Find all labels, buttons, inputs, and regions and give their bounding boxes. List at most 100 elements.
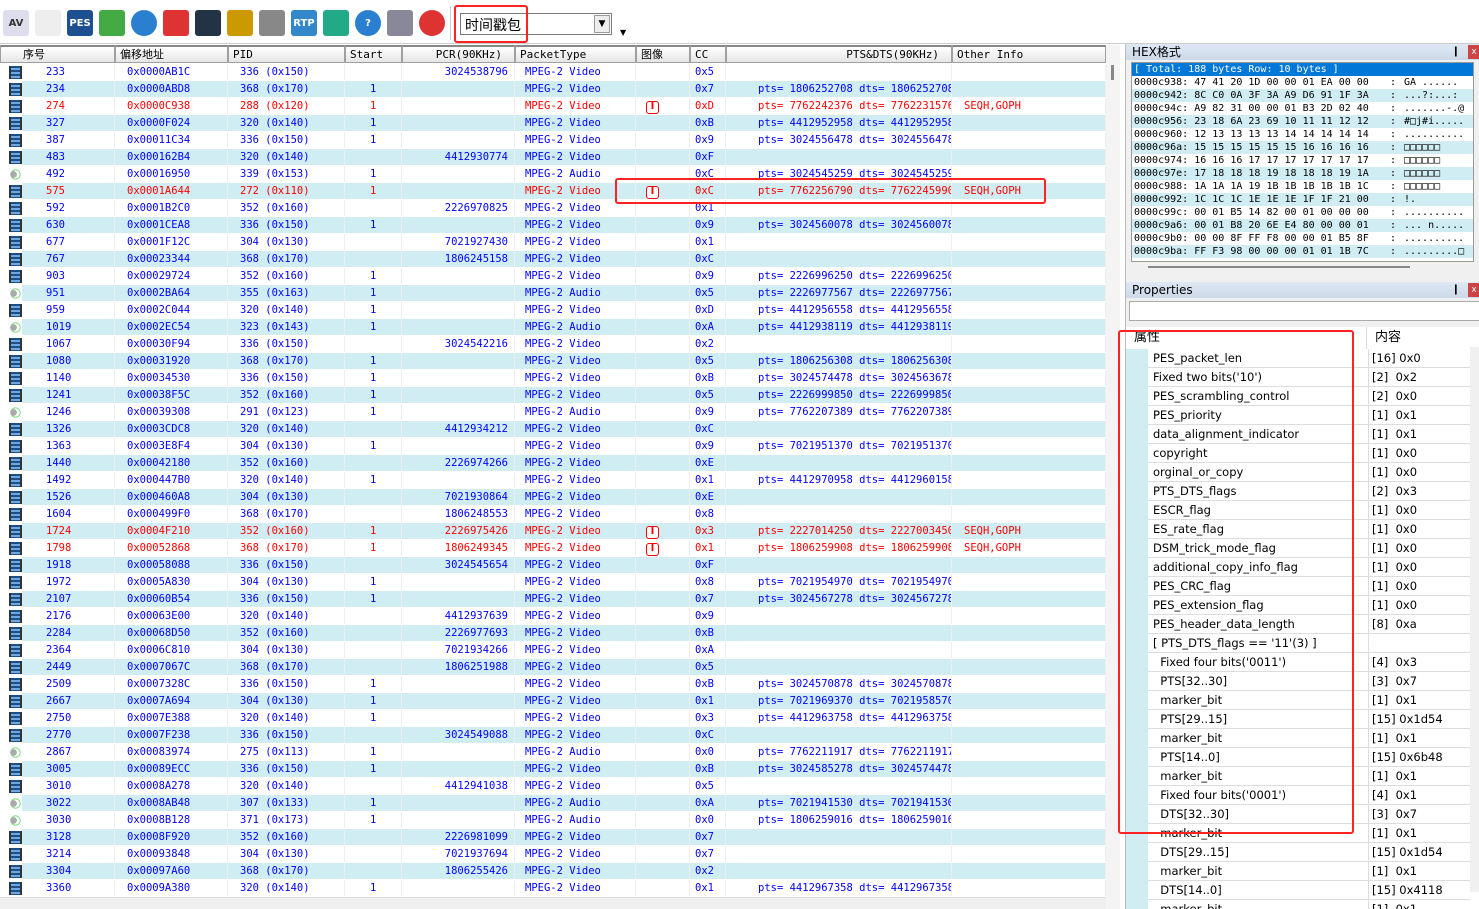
property-row[interactable]: ESCR_flag [1] 0x0 — [1126, 501, 1470, 520]
property-row[interactable]: PES_packet_len [16] 0x0 — [1126, 349, 1470, 368]
table-row[interactable]: 1326 0x0003CDC8 320 (0x140) 4412934212 MPEG-… — [0, 421, 1106, 438]
table-row[interactable]: 2509 0x0007328C 336 (0x150) 1 MPEG-2 Video 0x… — [0, 676, 1106, 693]
table-row[interactable]: 2176 0x00063E00 320 (0x140) 4412937639 MPEG-… — [0, 608, 1106, 625]
property-row[interactable]: DTS[14..0] [15] 0x4118 — [1126, 881, 1470, 900]
property-row[interactable]: copyright [1] 0x0 — [1126, 444, 1470, 463]
table-row[interactable]: 959 0x0002C044 320 (0x140) 1 MPEG-2 Video 0xD… — [0, 302, 1106, 319]
property-row[interactable]: PTS[14..0] [15] 0x6b48 — [1126, 748, 1470, 767]
property-row[interactable]: DTS[32..30] [3] 0x7 — [1126, 805, 1470, 824]
table-row[interactable]: 1241 0x00038F5C 352 (0x160) 1 MPEG-2 Video 0x… — [0, 387, 1106, 404]
property-row[interactable]: Fixed four bits('0001') [4] 0x1 — [1126, 786, 1470, 805]
close-icon[interactable]: x — [1468, 45, 1479, 59]
hex-horizontal-scrollbar[interactable] — [1148, 266, 1410, 268]
help-icon[interactable]: ? — [355, 10, 381, 36]
close-icon[interactable]: x — [1468, 283, 1479, 297]
property-row[interactable]: PES_CRC_flag [1] 0x0 — [1126, 577, 1470, 596]
table-row[interactable]: 1604 0x000499F0 368 (0x170) 1806248553 MPEG-… — [0, 506, 1106, 523]
table-row[interactable]: 274 0x0000C938 288 (0x120) 1 MPEG-2 Video 0xD… — [0, 98, 1106, 115]
property-row[interactable]: marker_bit [1] 0x1 — [1126, 824, 1470, 843]
table-row[interactable]: 1080 0x00031920 368 (0x170) 1 MPEG-2 Video 0x… — [0, 353, 1106, 370]
table-row[interactable]: 1492 0x000447B0 320 (0x140) 1 MPEG-2 Video 0x… — [0, 472, 1106, 489]
table-vertical-scrollbar[interactable] — [1106, 45, 1120, 909]
property-row[interactable]: marker_bit [1] 0x1 — [1126, 729, 1470, 748]
table-row[interactable]: 3010 0x0008A278 320 (0x140) 4412941038 MPEG-… — [0, 778, 1106, 795]
table-row[interactable]: 592 0x0001B2C0 352 (0x160) 2226970825 MPEG-2… — [0, 200, 1106, 217]
property-row[interactable]: orginal_or_copy [1] 0x0 — [1126, 463, 1470, 482]
calculator-icon[interactable] — [387, 10, 413, 36]
waveform-monitor-icon[interactable] — [195, 10, 221, 36]
property-row[interactable]: PES_extension_flag [1] 0x0 — [1126, 596, 1470, 615]
warning-icon[interactable] — [227, 10, 253, 36]
column-header[interactable]: 序号 — [0, 45, 115, 63]
table-row[interactable]: 3214 0x00093848 304 (0x130) 7021937694 MPEG-… — [0, 846, 1106, 863]
table-row[interactable]: 1067 0x00030F94 336 (0x150) 3024542216 MPEG-… — [0, 336, 1106, 353]
table-row[interactable]: 2750 0x0007E388 320 (0x140) 1 MPEG-2 Video 0x… — [0, 710, 1106, 727]
table-row[interactable]: 2284 0x00068D50 352 (0x160) 2226977693 MPEG-… — [0, 625, 1106, 642]
hex-row[interactable]: 0000c9ba: FF F3 98 00 00 00 01 01 1B 7C:… — [1132, 245, 1473, 258]
property-row[interactable]: PES_header_data_length [8] 0xa — [1126, 615, 1470, 634]
property-row[interactable]: [ PTS_DTS_flags == '11'(3) ] — [1126, 634, 1470, 653]
pin-icon[interactable]: ❙ — [1451, 46, 1460, 57]
column-header[interactable]: Other Info — [952, 45, 1106, 63]
hex-row[interactable]: 0000c938: 47 41 20 1D 00 00 01 EA 00 00:… — [1132, 76, 1473, 89]
hex-row[interactable]: 0000c988: 1A 1A 1A 19 1B 1B 1B 1B 1B 1C:… — [1132, 180, 1473, 193]
column-header[interactable]: PID — [228, 45, 345, 63]
table-row[interactable]: 575 0x0001A644 272 (0x110) 1 MPEG-2 Video 0xC… — [0, 183, 1106, 200]
property-row[interactable]: Fixed two bits('10') [2] 0x2 — [1126, 368, 1470, 387]
table-horizontal-scrollbar[interactable] — [0, 897, 1106, 909]
hex-row[interactable]: 0000c9b0: 00 00 8F FF F8 00 00 01 B5 8F:… — [1132, 232, 1473, 245]
property-row[interactable]: PTS[29..15] [15] 0x1d54 — [1126, 710, 1470, 729]
hex-row[interactable]: 0000c9a6: 00 01 B8 20 6E E4 80 00 00 01:… — [1132, 219, 1473, 232]
property-row[interactable]: PTS_DTS_flags [2] 0x3 — [1126, 482, 1470, 501]
table-row[interactable]: 1798 0x00052868 368 (0x170) 1 1806249345 MPEG… — [0, 540, 1106, 557]
export-icon[interactable] — [323, 10, 349, 36]
property-row[interactable]: PTS[32..30] [3] 0x7 — [1126, 672, 1470, 691]
chevron-down-icon[interactable]: ▼ — [594, 15, 610, 33]
hex-row[interactable]: 0000c942: 8C C0 0A 3F 3A A9 D6 91 1F 3A:… — [1132, 89, 1473, 102]
table-row[interactable]: 2867 0x00083974 275 (0x113) 1 MPEG-2 Audio 0x… — [0, 744, 1106, 761]
hex-row[interactable]: 0000c96a: 15 15 15 15 15 15 16 16 16 16:… — [1132, 141, 1473, 154]
binary-data-icon[interactable] — [259, 10, 285, 36]
table-row[interactable]: 2107 0x00060B54 336 (0x150) 1 MPEG-2 Video 0x… — [0, 591, 1106, 608]
property-row[interactable]: marker_bit [1] 0x1 — [1126, 862, 1470, 881]
rtp-icon[interactable]: RTP — [291, 10, 317, 36]
table-row[interactable]: 677 0x0001F12C 304 (0x130) 7021927430 MPEG-2… — [0, 234, 1106, 251]
table-row[interactable]: 2770 0x0007F238 336 (0x150) 3024549088 MPEG-… — [0, 727, 1106, 744]
table-row[interactable]: 1140 0x00034530 336 (0x150) 1 MPEG-2 Video 0x… — [0, 370, 1106, 387]
pes-icon[interactable]: PES — [67, 10, 93, 36]
table-row[interactable]: 1918 0x00058088 336 (0x150) 3024545654 MPEG-… — [0, 557, 1106, 574]
column-header[interactable]: Start — [345, 45, 402, 63]
bar-chart-icon[interactable] — [163, 10, 189, 36]
toolbar-overflow-icon[interactable]: ▼ — [620, 28, 627, 37]
hex-row[interactable]: 0000c974: 16 16 16 17 17 17 17 17 17 17:… — [1132, 154, 1473, 167]
line-chart-icon[interactable] — [35, 10, 61, 36]
table-row[interactable]: 3360 0x0009A380 320 (0x140) 1 MPEG-2 Video 0x… — [0, 880, 1106, 897]
column-header[interactable]: PacketType — [515, 45, 636, 63]
table-row[interactable]: 3030 0x0008B128 371 (0x173) 1 MPEG-2 Audio 0x… — [0, 812, 1106, 829]
column-header[interactable]: PTS&DTS(90KHz) — [726, 45, 952, 63]
table-row[interactable]: 903 0x00029724 352 (0x160) 1 MPEG-2 Video 0x9… — [0, 268, 1106, 285]
hex-row[interactable]: 0000c97e: 17 18 18 18 19 18 18 18 19 1A:… — [1132, 167, 1473, 180]
properties-object-select[interactable] — [1129, 301, 1479, 321]
close-icon[interactable] — [419, 10, 445, 36]
table-row[interactable]: 483 0x000162B4 320 (0x140) 4412930774 MPEG-2… — [0, 149, 1106, 166]
property-row[interactable]: marker_bit [1] 0x1 — [1126, 767, 1470, 786]
table-row[interactable]: 2667 0x0007A694 304 (0x130) 1 MPEG-2 Video 0x… — [0, 693, 1106, 710]
property-row[interactable]: marker_bit [1] 0x1 — [1126, 900, 1470, 909]
table-row[interactable]: 1363 0x0003E8F4 304 (0x130) 1 MPEG-2 Video 0x… — [0, 438, 1106, 455]
pin-icon[interactable]: ❙ — [1451, 284, 1460, 295]
clock-icon[interactable] — [131, 10, 157, 36]
property-row[interactable]: DSM_trick_mode_flag [1] 0x0 — [1126, 539, 1470, 558]
table-row[interactable]: 3128 0x0008F920 352 (0x160) 2226981099 MPEG-… — [0, 829, 1106, 846]
table-row[interactable]: 2364 0x0006C810 304 (0x130) 7021934266 MPEG-… — [0, 642, 1106, 659]
column-header[interactable]: 图像 — [636, 45, 690, 63]
scrollbar-thumb[interactable] — [1111, 65, 1114, 80]
column-header[interactable]: PCR(90KHz) — [402, 45, 515, 63]
trend-chart-icon[interactable] — [99, 10, 125, 36]
property-row[interactable]: Fixed four bits('0011') [4] 0x3 — [1126, 653, 1470, 672]
column-header[interactable]: CC — [690, 45, 726, 63]
table-row[interactable]: 327 0x0000F024 320 (0x140) 1 MPEG-2 Video 0xB… — [0, 115, 1106, 132]
table-row[interactable]: 2449 0x0007067C 368 (0x170) 1806251988 MPEG-… — [0, 659, 1106, 676]
hex-row[interactable]: 0000c956: 23 18 6A 23 69 10 11 11 12 12:… — [1132, 115, 1473, 128]
table-row[interactable]: 767 0x00023344 368 (0x170) 1806245158 MPEG-2… — [0, 251, 1106, 268]
